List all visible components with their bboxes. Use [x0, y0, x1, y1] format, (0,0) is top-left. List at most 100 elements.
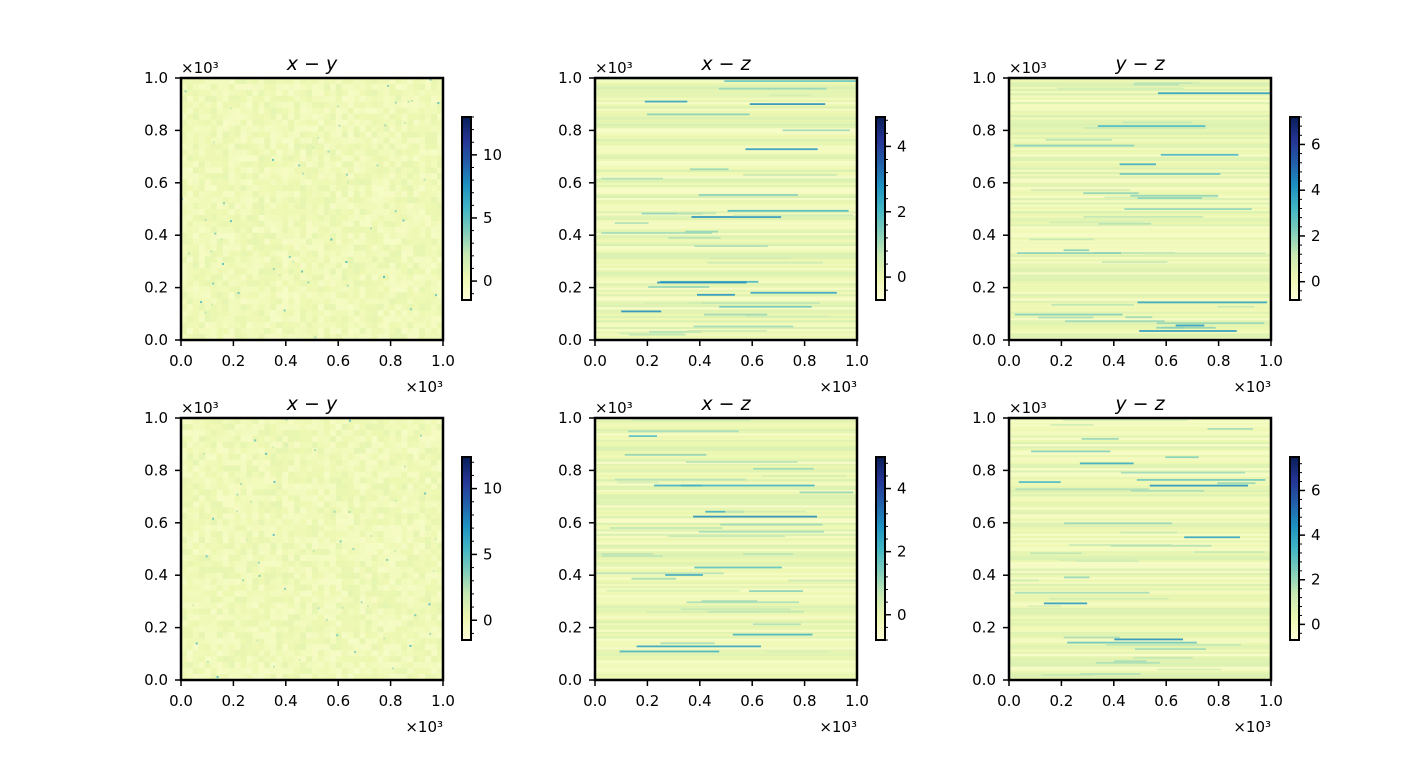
heatmap-cell — [335, 608, 343, 615]
heatmap-row — [1009, 666, 1271, 670]
heatmap-row — [1009, 267, 1271, 271]
heatmap-cell — [377, 203, 384, 210]
heatmap-cell — [306, 560, 313, 568]
heatmap-cell — [234, 214, 241, 222]
heatmap-cell — [329, 418, 337, 425]
heatmap-streak — [750, 291, 837, 294]
heatmap-streak — [1123, 121, 1193, 124]
heatmap-cell — [186, 674, 194, 681]
heatmap-streak — [1028, 605, 1061, 608]
heatmap-row — [1009, 274, 1271, 277]
heatmap-row — [595, 228, 857, 232]
heatmap-row — [1009, 610, 1271, 613]
heatmap-cell — [413, 226, 420, 234]
heatmap-cell — [222, 274, 229, 281]
heatmap-cell — [270, 149, 277, 156]
heatmap-streak — [627, 430, 739, 433]
heatmap-cell — [198, 316, 206, 323]
heatmap-cell — [228, 298, 235, 305]
heatmap-cell — [347, 578, 354, 586]
heatmap-cell — [210, 441, 218, 449]
heatmap-row — [1009, 204, 1271, 208]
heatmap-cell — [282, 203, 289, 210]
heatmap-cell — [335, 244, 343, 251]
heatmap-row — [595, 230, 857, 234]
heatmap-cell — [276, 483, 283, 490]
heatmap-cell — [413, 322, 420, 329]
heatmap-cell — [323, 656, 331, 663]
heatmap-cell — [317, 483, 325, 490]
heatmap-cell — [228, 435, 235, 443]
heatmap-cell — [359, 256, 366, 263]
heatmap-cell — [359, 465, 366, 472]
heatmap-cell — [240, 304, 247, 311]
heatmap-row — [595, 448, 857, 451]
heatmap-cell — [228, 507, 235, 514]
y-axis-multiplier: ×10³ — [181, 59, 219, 77]
heatmap-cell — [234, 423, 241, 431]
heatmap-cell — [431, 131, 438, 138]
heatmap-cell — [377, 465, 384, 472]
heatmap-row — [595, 222, 857, 225]
heatmap-cell — [294, 155, 301, 162]
heatmap-row — [595, 274, 857, 277]
heatmap-cell — [431, 203, 438, 210]
heatmap-cell — [413, 185, 420, 192]
heatmap-cell — [341, 334, 349, 341]
heatmap-cell — [264, 441, 271, 449]
heatmap-cell — [264, 429, 271, 437]
heatmap-cell — [359, 549, 366, 556]
heatmap-cell — [306, 418, 313, 425]
heatmap-cell — [240, 101, 247, 109]
heatmap-cell — [431, 89, 438, 97]
y-axis-multiplier: ×10³ — [1009, 59, 1047, 77]
heatmap-cell — [377, 292, 384, 299]
heatmap-row — [1009, 278, 1271, 282]
heatmap-cell — [186, 191, 194, 198]
heatmap-cell — [377, 113, 384, 120]
heatmap-cell — [413, 638, 420, 645]
heatmap-row — [595, 551, 857, 554]
heatmap-streak — [698, 530, 824, 533]
heatmap-cell — [395, 596, 402, 603]
y-tick-label: 0.4 — [558, 566, 582, 584]
heatmap-cell — [228, 262, 235, 269]
heatmap-cell — [282, 668, 289, 675]
heatmap-cell — [228, 322, 235, 329]
heatmap-cell — [282, 644, 289, 651]
heatmap-cell — [437, 602, 444, 609]
heatmap-cell — [240, 191, 247, 198]
heatmap-streak — [685, 461, 798, 463]
heatmap-cell — [204, 537, 212, 544]
heatmap-cell — [419, 137, 426, 144]
heatmap-cell — [216, 620, 223, 627]
heatmap-cell — [323, 441, 331, 449]
heatmap-cell — [252, 179, 259, 186]
heatmap-streak — [743, 553, 794, 555]
heatmap-cell — [329, 578, 337, 586]
heatmap-cell — [431, 608, 438, 615]
heatmap-image — [181, 78, 444, 341]
heatmap-cell — [181, 131, 188, 138]
heatmap-cell — [335, 620, 343, 627]
heatmap-cell — [294, 596, 301, 603]
heatmap-cell — [300, 155, 307, 162]
heatmap-cell — [353, 429, 360, 437]
heatmap-cell — [210, 471, 218, 478]
heatmap-cell — [222, 173, 229, 180]
heatmap-cell — [234, 435, 241, 443]
heatmap-streak — [649, 330, 702, 333]
heatmap-row — [1009, 224, 1271, 227]
heatmap-cell — [198, 310, 206, 317]
heatmap-cell — [335, 459, 343, 466]
heatmap-cell — [294, 179, 301, 186]
heatmap-cell — [252, 429, 259, 437]
heatmap-streak — [689, 168, 729, 171]
heatmap-cell — [329, 662, 337, 669]
heatmap-cell — [204, 525, 212, 532]
heatmap-cell — [312, 262, 319, 269]
heatmap-cell — [407, 644, 414, 651]
heatmap-row — [1009, 291, 1271, 295]
heatmap-row — [1009, 239, 1271, 242]
heatmap-cell — [383, 650, 390, 657]
